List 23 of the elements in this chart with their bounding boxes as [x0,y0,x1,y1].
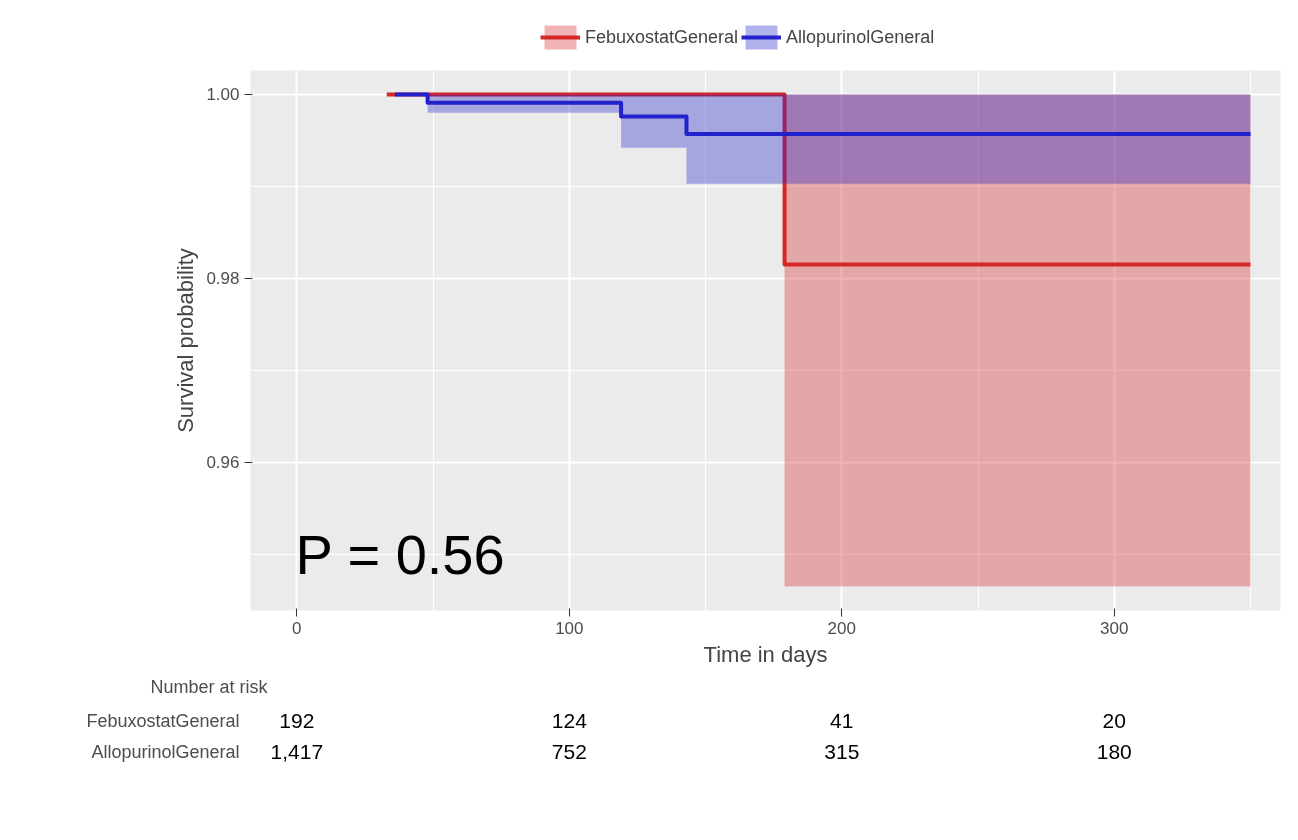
x-tick-label: 100 [555,618,584,638]
legend-label: FebuxostatGeneral [585,26,739,48]
x-tick-label: 0 [292,618,302,638]
text: 1,417 [270,740,324,764]
text: 20 [1102,708,1126,732]
x-tick-label: 300 [1100,618,1129,638]
y-axis-title: Survival probability [173,248,199,433]
legend-label: AllopurinolGeneral [786,26,935,48]
x-tick-label: 200 [827,618,856,638]
annotation: P = 0.56 [295,522,505,586]
y-tick-label: 0.96 [206,453,240,473]
text: 315 [824,740,860,764]
text: 752 [551,740,587,764]
category-label: FebuxostatGeneral [86,710,240,731]
text: 192 [279,708,315,732]
text: 124 [551,708,587,732]
y-tick-label: 1.00 [206,85,240,105]
text: 41 [830,708,854,732]
text: 180 [1096,740,1132,764]
text: Number at risk [150,676,269,697]
x-axis-title: Time in days [703,641,828,667]
category-label: AllopurinolGeneral [91,742,240,763]
y-tick-label: 0.98 [206,269,240,289]
